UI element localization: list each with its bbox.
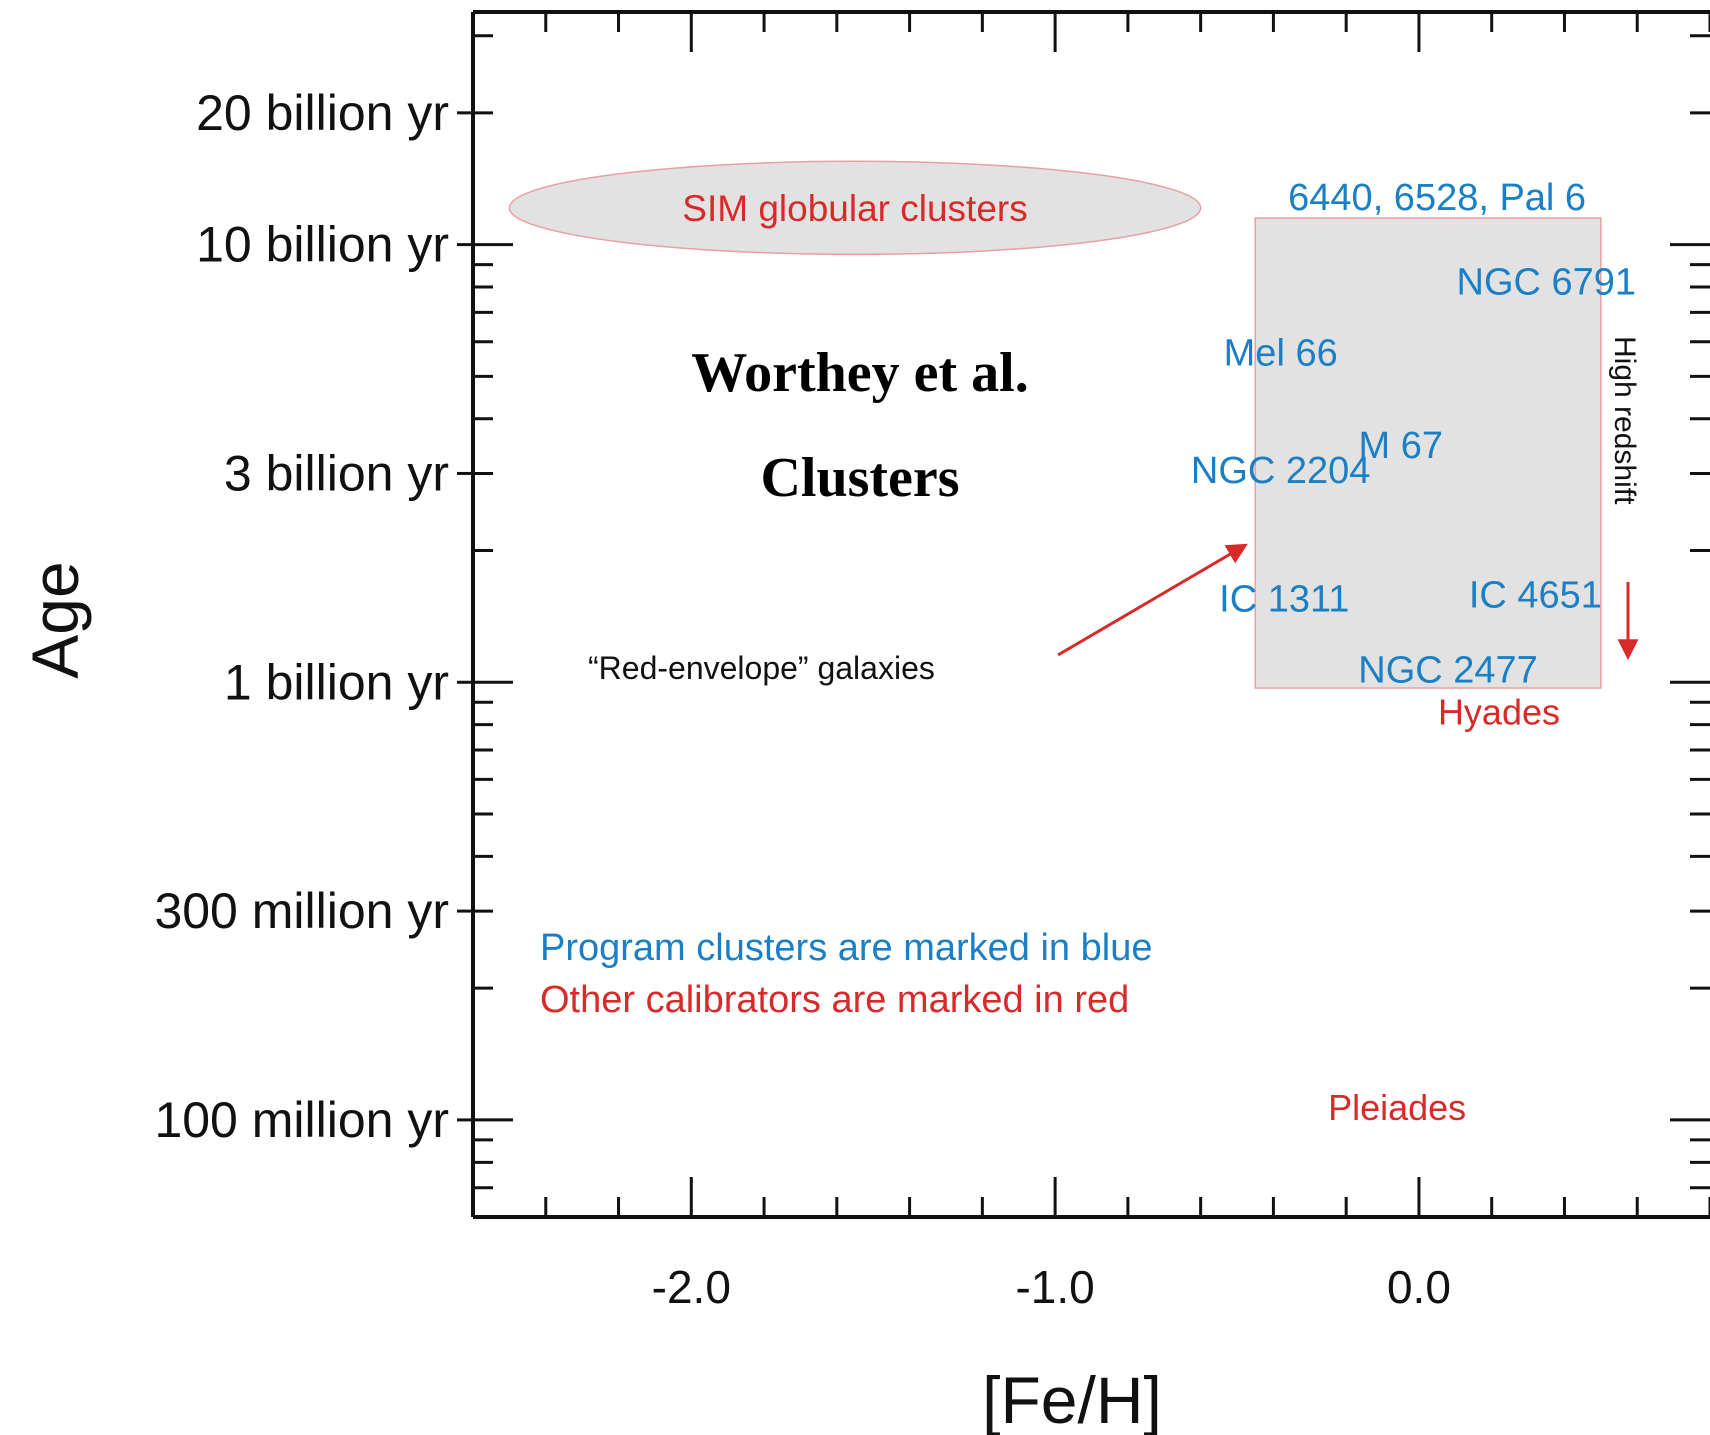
worthey-title-line2: Clusters (760, 447, 959, 509)
program-cluster-label: 6440, 6528, Pal 6 (1288, 177, 1586, 219)
calibrator-label: Hyades (1438, 692, 1560, 733)
calibrator-label: Pleiades (1328, 1087, 1466, 1128)
program-cluster-label: NGC 6791 (1457, 261, 1637, 303)
legend-calibrator-note: Other calibrators are marked in red (540, 979, 1129, 1021)
x-tick-label: 0.0 (1387, 1261, 1451, 1313)
y-tick-label: 300 million yr (154, 883, 449, 939)
red-envelope-arrow (1057, 543, 1248, 657)
program-cluster-label: Mel 66 (1224, 332, 1338, 374)
program-cluster-label: IC 1311 (1219, 579, 1349, 621)
y-tick-label: 20 billion yr (196, 85, 449, 141)
program-cluster-label: NGC 2204 (1191, 450, 1371, 492)
worthey-title-line1: Worthey et al. (691, 342, 1028, 404)
program-cluster-label: NGC 2477 (1358, 649, 1538, 691)
program-cluster-label: M 67 (1359, 425, 1443, 467)
x-axis-label: [Fe/H] (982, 1363, 1162, 1435)
y-tick-label: 3 billion yr (224, 445, 449, 501)
legend-program-note: Program clusters are marked in blue (540, 927, 1152, 969)
x-tick-labels: -2.0 -1.0 0.0 (652, 1261, 1451, 1313)
program-cluster-label: IC 4651 (1469, 575, 1602, 617)
x-tick-label: -1.0 (1015, 1261, 1094, 1313)
high-redshift-label: High redshift (1608, 336, 1641, 505)
red-envelope-label: “Red-envelope” galaxies (588, 650, 935, 686)
y-axis-label: Age (18, 561, 92, 678)
x-tick-label: -2.0 (652, 1261, 731, 1313)
sim-globular-region (508, 160, 1202, 256)
sim-globular-label: SIM globular clusters (682, 188, 1027, 229)
y-tick-labels: 20 billion yr 10 billion yr 3 billion yr 1 … (154, 85, 449, 1148)
program-cluster-region (1254, 217, 1602, 689)
calibrator-labels: Hyades Pleiades (1328, 692, 1560, 1128)
y-tick-label: 10 billion yr (196, 217, 449, 273)
y-tick-label: 1 billion yr (224, 654, 449, 710)
y-tick-label: 100 million yr (154, 1092, 449, 1148)
axes (457, 10, 1710, 1219)
